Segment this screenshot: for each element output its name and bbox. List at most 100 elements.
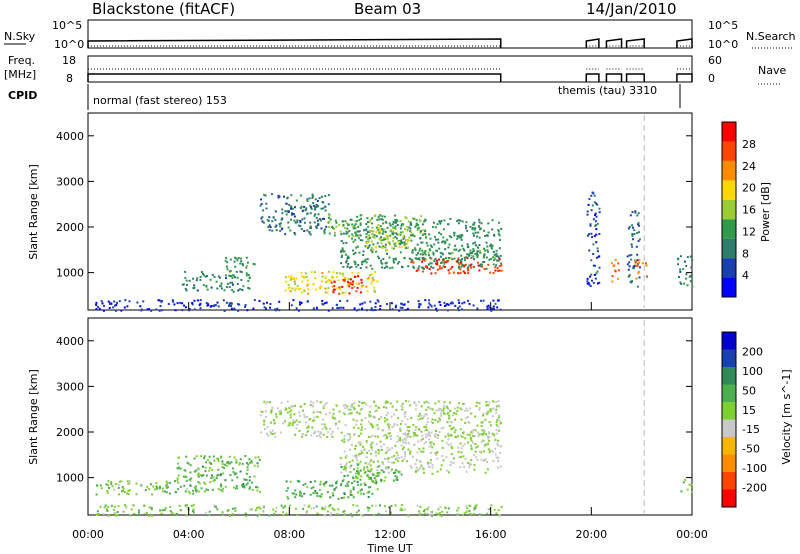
power-cell <box>352 280 355 283</box>
velocity-cell <box>352 426 355 429</box>
power-cell <box>378 227 381 230</box>
power-cell <box>498 247 501 250</box>
power-cell <box>312 283 315 286</box>
power-cell <box>449 267 452 270</box>
velocity-cell <box>357 472 360 475</box>
velocity-cell <box>384 420 386 423</box>
velocity-cell <box>364 462 367 465</box>
velocity-cell <box>320 493 323 496</box>
velocity-cell <box>120 480 123 483</box>
power-cell <box>312 307 315 310</box>
power-cell <box>404 245 407 248</box>
power-cell <box>334 219 337 222</box>
velocity-cell <box>208 455 211 458</box>
power-cell <box>365 233 368 235</box>
velocity-cell <box>343 450 346 453</box>
power-cell <box>589 285 592 288</box>
velocity-cell <box>203 455 206 458</box>
velocity-cell <box>379 504 381 507</box>
power-cell <box>418 249 421 252</box>
nsky-label: N.Sky <box>4 30 36 43</box>
power-cell <box>485 267 488 270</box>
power-cell <box>341 254 343 257</box>
velocity-cell <box>231 513 234 515</box>
velocity-cell <box>426 512 429 515</box>
power-cell <box>327 194 330 197</box>
freq-line <box>625 73 645 82</box>
power-cell <box>309 212 312 215</box>
velocity-cell <box>161 509 164 512</box>
velocity-cell <box>497 460 500 463</box>
power-cell <box>316 199 319 202</box>
velocity-cell <box>488 435 491 438</box>
velocity-cell <box>337 427 339 430</box>
power-cell <box>347 280 350 283</box>
power-cell <box>405 242 408 245</box>
velocity-cell <box>404 455 407 458</box>
power-cell <box>382 222 385 225</box>
power-cell <box>102 309 105 312</box>
power-cell <box>299 221 302 224</box>
power-cell <box>635 245 638 248</box>
velocity-cell <box>235 487 238 490</box>
velocity-cell <box>459 442 462 445</box>
velocity-cell <box>470 439 473 442</box>
power-cell <box>319 219 322 222</box>
velocity-cell <box>390 435 393 438</box>
power-cell <box>494 266 497 269</box>
velocity-cell <box>332 494 335 497</box>
velocity-cell <box>148 488 150 491</box>
velocity-cell <box>384 458 386 460</box>
velocity-cell <box>264 402 267 405</box>
velocity-cell <box>311 419 314 422</box>
power-cell <box>417 300 420 303</box>
power-cell <box>266 301 268 304</box>
velocity-cell <box>365 441 368 444</box>
velocity-cell <box>278 410 281 413</box>
velocity-cell <box>197 474 200 476</box>
power-cell <box>468 264 471 267</box>
velocity-cell <box>457 507 460 510</box>
velocity-cell <box>361 402 364 404</box>
power-cell <box>460 238 463 241</box>
nsky-panel-frame <box>87 19 693 49</box>
power-cell <box>354 275 357 278</box>
velocity-cell <box>349 436 352 438</box>
power-cell <box>429 256 431 259</box>
velocity-cell <box>395 469 398 472</box>
power-cell <box>228 274 231 277</box>
power-colorbar-swatch <box>722 199 736 220</box>
power-cell <box>332 289 334 292</box>
velocity-cell <box>361 426 363 429</box>
power-cell <box>274 210 277 213</box>
power-cell <box>359 234 362 237</box>
power-cell <box>159 305 162 307</box>
velocity-cell <box>389 511 392 514</box>
power-cell <box>355 282 358 285</box>
power-cell <box>267 226 270 228</box>
velocity-cell <box>126 492 129 495</box>
velocity-cell <box>248 479 251 482</box>
power-cell <box>242 285 245 288</box>
nsearch-label: N.Search <box>746 30 796 43</box>
velocity-cell <box>204 470 207 473</box>
velocity-cell <box>292 419 295 422</box>
power-cell <box>301 218 304 221</box>
power-cell <box>632 238 635 241</box>
velocity-cell <box>352 504 355 507</box>
power-cell <box>389 224 392 227</box>
power-cell <box>361 263 364 266</box>
velocity-cell <box>345 454 348 457</box>
velocity-cell <box>192 511 195 514</box>
power-cell <box>631 233 634 235</box>
velocity-cell <box>434 430 437 432</box>
power-cell <box>636 285 639 288</box>
velocity-cell <box>438 512 441 514</box>
velocity-cell <box>449 442 452 445</box>
velocity-cell <box>473 464 476 466</box>
velocity-cell <box>313 419 316 422</box>
velocity-cell <box>364 417 367 420</box>
power-cell <box>303 289 306 292</box>
power-cell <box>483 229 485 232</box>
velocity-cell <box>288 424 291 427</box>
